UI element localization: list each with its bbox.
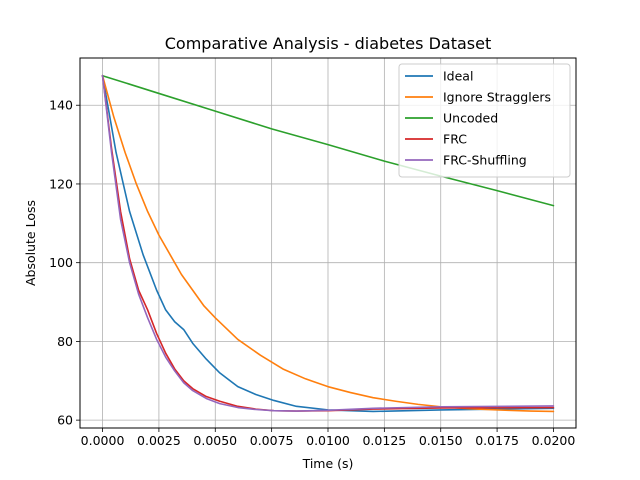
- x-axis-label: Time (s): [302, 456, 354, 471]
- series-line-frc-shuffling: [101, 74, 555, 412]
- y-tick-label: 140: [49, 98, 73, 113]
- x-tick-label: 0.0125: [362, 433, 406, 448]
- y-axis-label: Absolute Loss: [23, 200, 38, 286]
- y-tick-label: 120: [49, 176, 73, 191]
- axis-ticks: 0.0000 0.0025 0.0050 0.0075 0.0100 0.0125 0.01…: [49, 98, 575, 448]
- legend-box: [398, 63, 571, 178]
- legend-label-uncoded: Uncoded: [443, 111, 498, 126]
- legend-label-ideal: Ideal: [443, 69, 473, 84]
- legend-label-frc: FRC: [443, 132, 467, 147]
- legend-label-ignore-stragglers: Ignore Stragglers: [443, 90, 551, 105]
- x-tick-label: 0.0175: [475, 433, 519, 448]
- series-lines: [101, 74, 555, 413]
- x-tick-label: 0.0025: [137, 433, 181, 448]
- series-line-uncoded: [101, 74, 555, 207]
- x-tick-label: 0.0150: [419, 433, 463, 448]
- y-tick-label: 100: [49, 255, 73, 270]
- x-tick-label: 0.0000: [81, 433, 125, 448]
- y-tick-label: 80: [57, 334, 73, 349]
- legend: Ideal Ignore Stragglers Uncoded FRC FRC-Shuf…: [398, 63, 571, 178]
- y-tick-label: 60: [57, 413, 73, 428]
- x-tick-label: 0.0200: [532, 433, 576, 448]
- x-tick-label: 0.0050: [193, 433, 237, 448]
- x-tick-label: 0.0075: [250, 433, 294, 448]
- x-tick-label: 0.0100: [306, 433, 350, 448]
- chart-title: Comparative Analysis - diabetes Dataset: [165, 34, 491, 53]
- legend-label-frc-shuffling: FRC-Shuffling: [443, 153, 527, 168]
